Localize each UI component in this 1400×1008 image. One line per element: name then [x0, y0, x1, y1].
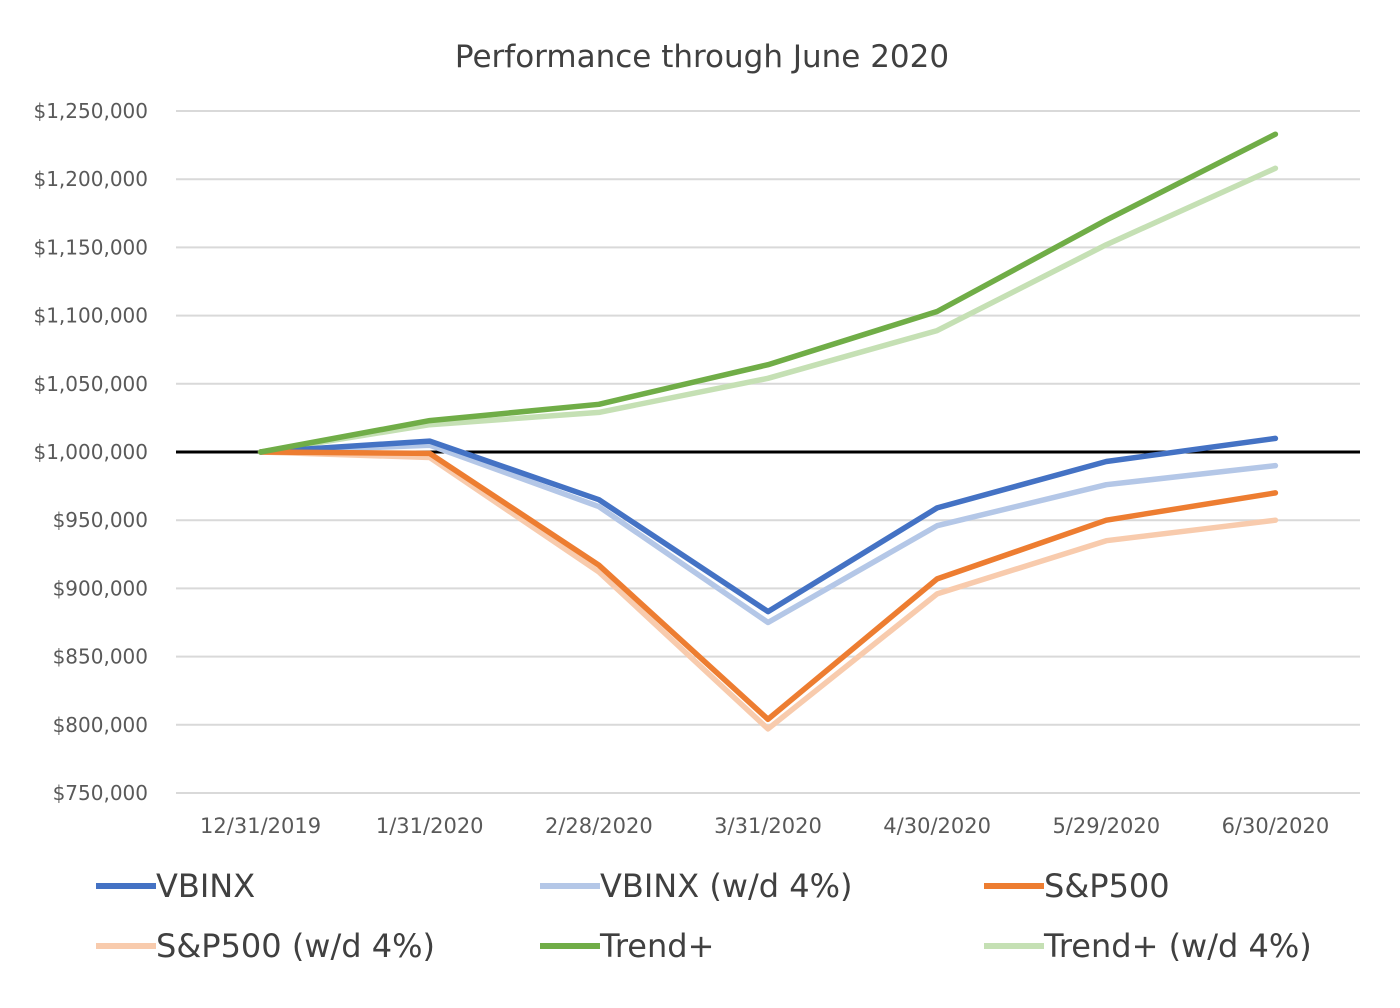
y-tick-label: $1,150,000	[33, 235, 148, 259]
series-line-vbinx-w-d-4	[257, 442, 1279, 626]
x-tick-label: 12/31/2019	[200, 814, 321, 838]
legend-label-s-p500-w-d-4: S&P500 (w/d 4%)	[156, 927, 435, 965]
y-tick-label: $800,000	[53, 713, 148, 737]
legend-label-trend: Trend+	[599, 927, 714, 965]
series-line-s-p500	[257, 449, 1279, 723]
legend-label-vbinx-w-d-4: VBINX (w/d 4%)	[600, 867, 852, 905]
series-lines	[257, 131, 1279, 732]
y-tick-label: $1,200,000	[33, 167, 148, 191]
legend-label-vbinx: VBINX	[156, 867, 255, 905]
y-tick-label: $1,250,000	[33, 99, 148, 123]
x-tick-label: 6/30/2020	[1222, 814, 1330, 838]
x-tick-label: 3/31/2020	[714, 814, 822, 838]
series-line-trend-w-d-4	[257, 165, 1279, 455]
y-tick-label: $900,000	[53, 576, 148, 600]
x-tick-label: 1/31/2020	[376, 814, 484, 838]
y-tick-label: $950,000	[53, 508, 148, 532]
x-tick-label: 2/28/2020	[545, 814, 653, 838]
x-tick-label: 5/29/2020	[1052, 814, 1160, 838]
y-axis-ticks: $750,000 $800,000 $850,000 $900,000 $950,000…	[33, 99, 148, 805]
legend-label-trend-w-d-4: Trend+ (w/d 4%)	[1043, 927, 1312, 965]
legend: VBINX VBINX (w/d 4%) S&P500 S&P500 (w/d 4%)…	[96, 867, 1312, 965]
x-tick-label: 4/30/2020	[883, 814, 991, 838]
x-axis-ticks: 12/31/2019 1/31/2020 2/28/2020 3/31/2020 4/3…	[200, 814, 1329, 838]
series-line-trend	[257, 131, 1279, 455]
y-tick-label: $750,000	[53, 781, 148, 805]
y-tick-label: $1,000,000	[33, 440, 148, 464]
chart-title: Performance through June 2020	[455, 39, 949, 75]
y-tick-label: $1,100,000	[33, 304, 148, 328]
legend-label-s-p500: S&P500	[1044, 867, 1170, 905]
series-line-vbinx	[257, 435, 1279, 615]
series-line-s-p500-w-d-4	[257, 449, 1279, 732]
y-tick-label: $1,050,000	[33, 372, 148, 396]
y-tick-label: $850,000	[53, 645, 148, 669]
